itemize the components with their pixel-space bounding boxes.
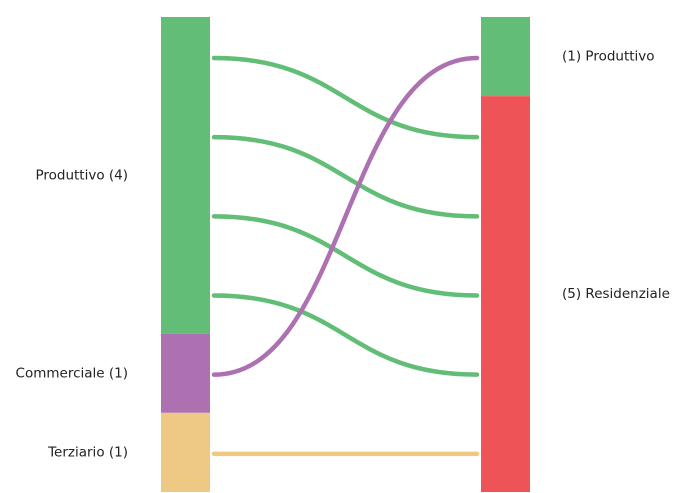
- left-node-terziario: [161, 412, 210, 492]
- right-nodes: [481, 17, 530, 493]
- left-nodes: [161, 17, 210, 492]
- right-node-label-produttivo: (1) Produttivo: [562, 49, 655, 65]
- link-produttivo-to-residenziale: [211, 55, 480, 140]
- right-node-residenziale: [481, 96, 530, 493]
- left-node-label-produttivo: Produttivo (4): [35, 167, 128, 183]
- right-node-label-residenziale: (5) Residenziale: [562, 286, 670, 302]
- flow-links: [211, 55, 480, 457]
- left-node-label-commerciale: Commerciale (1): [16, 365, 128, 381]
- link-produttivo-to-residenziale: [211, 134, 480, 219]
- node-labels: Produttivo (4) Commerciale (1) Terziario (…: [16, 49, 670, 461]
- link-commerciale-to-produttivo: [211, 55, 480, 377]
- link-produttivo-to-residenziale: [211, 214, 480, 298]
- link-produttivo-to-residenziale: [211, 293, 480, 377]
- left-node-produttivo: [161, 17, 210, 334]
- left-node-commerciale: [161, 333, 210, 413]
- right-node-produttivo: [481, 17, 530, 97]
- left-node-label-terziario: Terziario (1): [47, 444, 128, 460]
